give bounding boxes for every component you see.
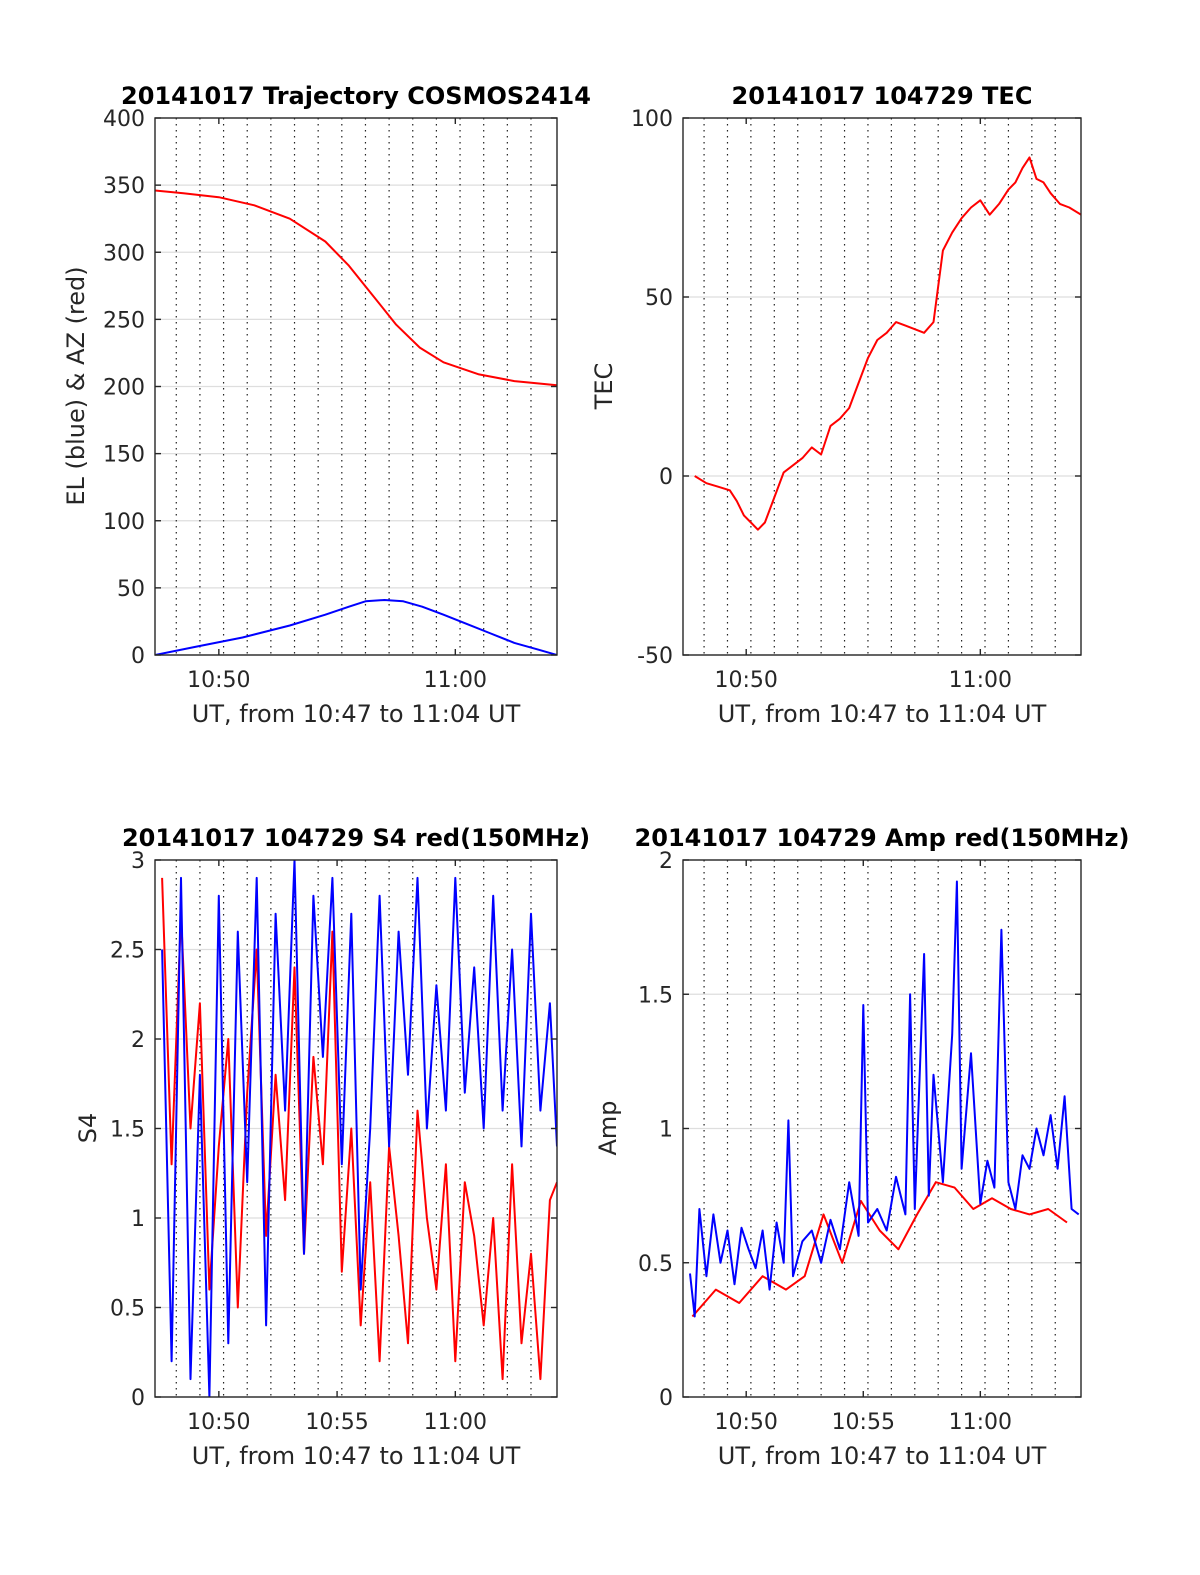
tec-y-tick-label: 0 <box>659 465 673 490</box>
tec-axes-box <box>682 117 1082 656</box>
tec-x-tick-label: 11:00 <box>949 668 1012 693</box>
tec-y-axis-label: TEC <box>590 363 618 411</box>
s4-y-tick-label: 1 <box>131 1207 145 1232</box>
trajectory-plot-area: 0 50 100 150 200 250 300 350 400 10:50 11:00 <box>103 107 558 693</box>
tec-y-tick-label: -50 <box>637 644 673 669</box>
trajectory-x-axis-label: UT, from 10:47 to 11:04 UT <box>192 700 521 728</box>
tec-x-axis-label: UT, from 10:47 to 11:04 UT <box>718 700 1047 728</box>
s4-x-tick-label: 11:00 <box>424 1410 487 1435</box>
trajectory-y-tick-label: 400 <box>103 107 145 132</box>
trajectory-y-tick-label: 100 <box>103 510 145 535</box>
tec-y-tick-label: 50 <box>645 286 673 311</box>
s4-plot-area: 0 0.5 1 1.5 2 2.5 3 10:50 10:55 11:00 <box>110 849 558 1435</box>
trajectory-panel: 0 50 100 150 200 250 300 350 400 10:50 11:00 20141… <box>62 82 591 728</box>
amp-y-tick-label: 2 <box>659 849 673 874</box>
s4-series-blue-line <box>161 860 557 1397</box>
trajectory-series-red-line <box>155 189 557 387</box>
s4-y-tick-label: 3 <box>131 849 145 874</box>
amp-y-tick-label: 1.5 <box>638 983 673 1008</box>
trajectory-y-tick-label: 50 <box>117 577 145 602</box>
s4-x-axis-label: UT, from 10:47 to 11:04 UT <box>192 1442 521 1470</box>
s4-title: 20141017 104729 S4 red(150MHz) <box>122 824 590 852</box>
s4-y-axis-label: S4 <box>74 1113 102 1144</box>
amp-x-axis-label: UT, from 10:47 to 11:04 UT <box>718 1442 1047 1470</box>
tec-title: 20141017 104729 TEC <box>732 82 1033 110</box>
trajectory-series-blue-line <box>155 599 557 655</box>
trajectory-x-tick-label: 11:00 <box>424 668 487 693</box>
tec-x-tick-label: 10:50 <box>715 668 778 693</box>
tec-series-red-line <box>694 156 1081 531</box>
amp-y-tick-label: 1 <box>659 1118 673 1143</box>
s4-y-tick-label: 1.5 <box>110 1118 145 1143</box>
trajectory-y-tick-label: 200 <box>103 376 145 401</box>
amp-series-blue-line <box>689 880 1080 1318</box>
amp-series-red-line <box>691 1181 1068 1318</box>
trajectory-y-tick-label: 0 <box>131 644 145 669</box>
trajectory-x-tick-label: 10:50 <box>187 668 250 693</box>
s4-panel: 0 0.5 1 1.5 2 2.5 3 10:50 10:55 11:00 20141017 10… <box>74 824 590 1470</box>
s4-y-tick-label: 0.5 <box>110 1297 145 1322</box>
trajectory-y-tick-label: 350 <box>103 174 145 199</box>
s4-x-tick-label: 10:50 <box>187 1410 250 1435</box>
amp-x-tick-label: 10:50 <box>715 1410 778 1435</box>
s4-x-tick-label: 10:55 <box>305 1410 368 1435</box>
s4-y-tick-label: 2 <box>131 1028 145 1053</box>
amp-panel: 0 0.5 1 1.5 2 10:50 10:55 11:00 20141017 104729… <box>594 824 1129 1470</box>
amp-x-tick-label: 11:00 <box>949 1410 1012 1435</box>
tec-y-tick-label: 100 <box>631 107 673 132</box>
tec-plot-area: -50 0 50 100 10:50 11:00 <box>631 107 1082 693</box>
amp-title: 20141017 104729 Amp red(150MHz) <box>635 824 1130 852</box>
trajectory-y-tick-label: 300 <box>103 241 145 266</box>
amp-y-axis-label: Amp <box>594 1100 622 1155</box>
amp-plot-area: 0 0.5 1 1.5 2 10:50 10:55 11:00 <box>638 849 1082 1435</box>
s4-series-red-line <box>161 877 557 1381</box>
trajectory-y-tick-label: 250 <box>103 308 145 333</box>
amp-y-tick-label: 0 <box>659 1386 673 1411</box>
trajectory-title: 20141017 Trajectory COSMOS2414 <box>121 82 591 110</box>
amp-x-tick-label: 10:55 <box>832 1410 895 1435</box>
s4-y-tick-label: 0 <box>131 1386 145 1411</box>
trajectory-y-axis-label: EL (blue) & AZ (red) <box>62 266 90 505</box>
amp-y-tick-label: 0.5 <box>638 1252 673 1277</box>
s4-y-tick-label: 2.5 <box>110 939 145 964</box>
trajectory-y-tick-label: 150 <box>103 443 145 468</box>
tec-plot-background <box>683 118 1081 655</box>
